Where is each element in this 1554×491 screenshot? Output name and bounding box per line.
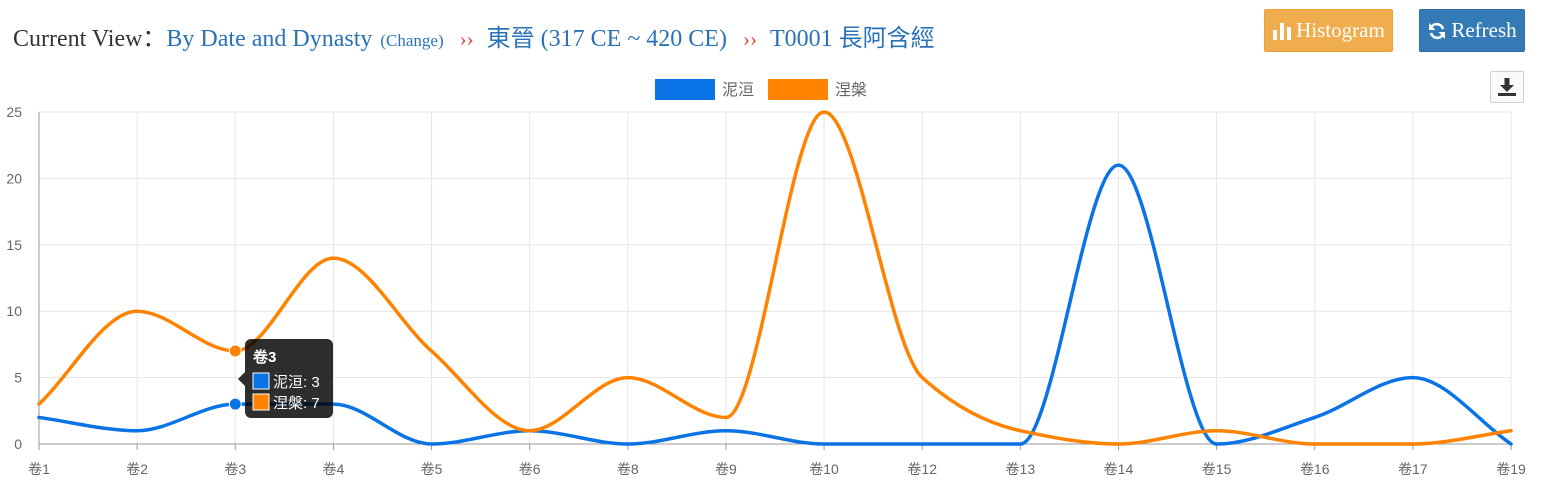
y-tick-label: 0 [14, 436, 22, 452]
x-tick-label: 卷3 [224, 461, 246, 477]
x-tick-label: 卷1 [28, 461, 50, 477]
tooltip-caret [238, 372, 245, 386]
legend-label-2[interactable]: 涅槃 [835, 81, 867, 99]
breadcrumb-separator: ›› [459, 27, 474, 51]
x-tick-label: 卷10 [809, 461, 839, 477]
legend-swatch-2[interactable] [768, 79, 828, 100]
x-tick-label: 卷9 [715, 461, 737, 477]
histogram-button[interactable]: Histogram [1264, 9, 1393, 52]
y-tick-label: 5 [14, 370, 22, 386]
x-tick-label: 卷12 [907, 461, 937, 477]
y-tick-label: 10 [6, 303, 22, 319]
highlight-point-2[interactable] [228, 344, 242, 358]
legend-swatch-1[interactable] [655, 79, 715, 100]
axes: 0 5 10 15 20 25 卷1 卷2 卷3 卷4 卷5 卷6 卷8 卷9 卷10 卷12 卷13 卷14 卷1… [6, 104, 1526, 477]
breadcrumb-separator: ›› [742, 27, 757, 51]
breadcrumb: Current View： By Date and Dynasty (Chang… [13, 18, 935, 54]
current-view-label: Current View： [13, 26, 167, 52]
x-tick-label: 卷5 [421, 461, 443, 477]
x-tick-label: 卷13 [1006, 461, 1036, 477]
highlight-points [228, 344, 242, 411]
download-icon [1498, 78, 1516, 96]
x-tick-label: 卷2 [126, 461, 148, 477]
highlight-point-1[interactable] [228, 397, 242, 411]
grid [39, 111, 1512, 444]
dynasty-link[interactable]: 東晉 (317 CE ~ 420 CE) [486, 26, 727, 52]
x-tick-label: 卷14 [1104, 461, 1134, 477]
change-view-link[interactable]: (Change) [380, 31, 444, 50]
refresh-label: Refresh [1451, 18, 1517, 42]
y-tick-label: 25 [6, 104, 22, 120]
text-link[interactable]: T0001 長阿含經 [769, 26, 935, 52]
refresh-icon [1429, 22, 1446, 39]
tooltip-title: 卷3 [252, 348, 276, 366]
legend: 泥洹 涅槃 [655, 79, 867, 100]
x-tick-label: 卷16 [1300, 461, 1330, 477]
view-mode-link[interactable]: By Date and Dynasty [166, 26, 373, 52]
x-tick-label: 卷6 [519, 461, 541, 477]
download-button[interactable] [1490, 71, 1524, 103]
refresh-button[interactable]: Refresh [1419, 9, 1525, 52]
x-tick-label: 卷17 [1398, 461, 1428, 477]
tooltip: 卷3 泥洹: 3 涅槃: 7 [238, 339, 333, 418]
legend-label-1[interactable]: 泥洹 [722, 81, 754, 99]
y-tick-label: 15 [6, 237, 22, 253]
x-tick-label: 卷8 [617, 461, 639, 477]
y-tick-label: 20 [6, 170, 22, 186]
x-tick-label: 卷4 [323, 461, 345, 477]
x-tick-label: 卷19 [1496, 461, 1526, 477]
x-tick-label: 卷15 [1202, 461, 1232, 477]
bar-chart-icon [1273, 22, 1292, 40]
series-line-2 [37, 110, 1513, 446]
tooltip-line-2: 涅槃: 7 [273, 395, 320, 412]
tooltip-swatch-2 [252, 393, 270, 411]
tooltip-line-1: 泥洹: 3 [273, 374, 320, 391]
tooltip-swatch-1 [252, 372, 270, 390]
histogram-label: Histogram [1296, 18, 1385, 42]
